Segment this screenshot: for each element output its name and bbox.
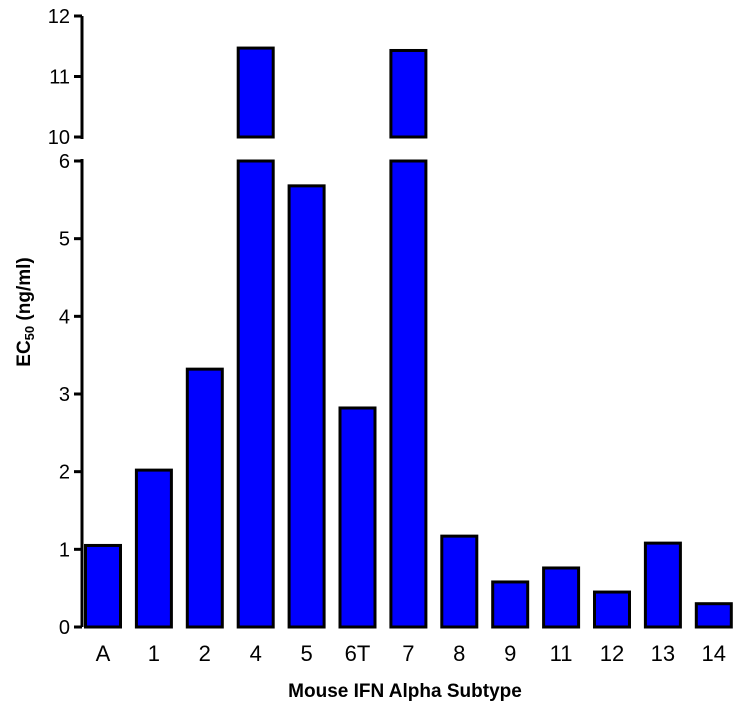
bar-A [86,545,121,627]
bar-1 [136,470,171,627]
y-tick-label: 1 [59,539,70,561]
bar-11 [544,568,579,627]
y-axis [74,16,82,627]
x-tick-label: 6T [345,641,371,666]
bar-6T [340,408,375,627]
x-tick-label: 11 [550,641,573,666]
x-tick-label: 13 [651,641,675,666]
bar-5 [289,186,324,627]
y-tick-label: 4 [59,306,70,328]
x-tick-label: 8 [453,641,465,666]
y-tick-label: 10 [48,127,70,149]
bar-12 [595,592,630,627]
y-axis-title: EC50 (ng/ml) [14,257,37,366]
y-tick-label: 2 [59,462,70,484]
x-tick-labels: A 1 2 4 5 6T 7 8 9 11 12 13 14 [96,641,726,666]
y-tick-label: 0 [59,617,70,639]
y-axis-title-unit: (ng/ml) [14,257,35,326]
y-tick-label: 12 [48,6,70,28]
bar-7-upper [391,50,426,137]
y-tick-label: 5 [59,229,70,251]
bar-2 [187,369,222,627]
y-tick-label: 6 [59,151,70,173]
x-tick-label: 1 [148,641,160,666]
y-tick-label: 11 [49,67,70,89]
bar-4-upper [238,48,273,137]
x-tick-label: 5 [300,641,312,666]
x-tick-label: A [96,641,111,666]
x-axis-title: Mouse IFN Alpha Subtype [288,681,522,702]
bar-4-lower [238,161,273,627]
y-axis-title-subscript: 50 [22,326,37,340]
bar-7-lower [391,161,426,627]
bar-8 [442,536,477,627]
bars [86,48,732,627]
x-tick-label: 7 [402,641,414,666]
x-tick-label: 14 [702,641,726,666]
bar-13 [645,543,680,627]
y-tick-label: 3 [59,384,70,406]
x-tick-label: 2 [199,641,211,666]
y-axis-title-main: EC [14,340,35,367]
x-tick-label: 4 [250,641,262,666]
bar-14 [696,604,731,627]
x-tick-label: 9 [504,641,516,666]
bar-9 [493,582,528,627]
x-tick-label: 12 [600,641,624,666]
